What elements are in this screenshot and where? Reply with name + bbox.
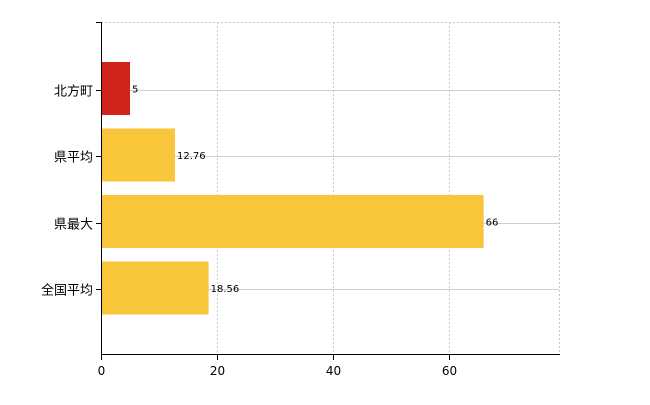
x-tick-label: 40: [326, 364, 341, 378]
value-label: 12.76: [177, 151, 206, 162]
x-tick-label: 60: [442, 364, 457, 378]
x-tick-label: 0: [98, 364, 106, 378]
bar-1: [102, 62, 130, 115]
category-label: 県最大: [54, 218, 93, 233]
bar-layer: [102, 62, 484, 315]
value-label: 66: [486, 218, 499, 229]
bar-4: [102, 261, 209, 315]
bar-2: [102, 128, 175, 182]
bar-3: [102, 195, 484, 248]
category-label: 県平均: [54, 151, 93, 166]
category-label: 全国平均: [41, 283, 93, 299]
value-label: 5: [132, 85, 138, 96]
x-tick-label: 20: [210, 364, 225, 378]
axis-layer: [96, 22, 560, 360]
category-label: 北方町: [54, 84, 93, 100]
value-label: 18.56: [211, 284, 240, 295]
